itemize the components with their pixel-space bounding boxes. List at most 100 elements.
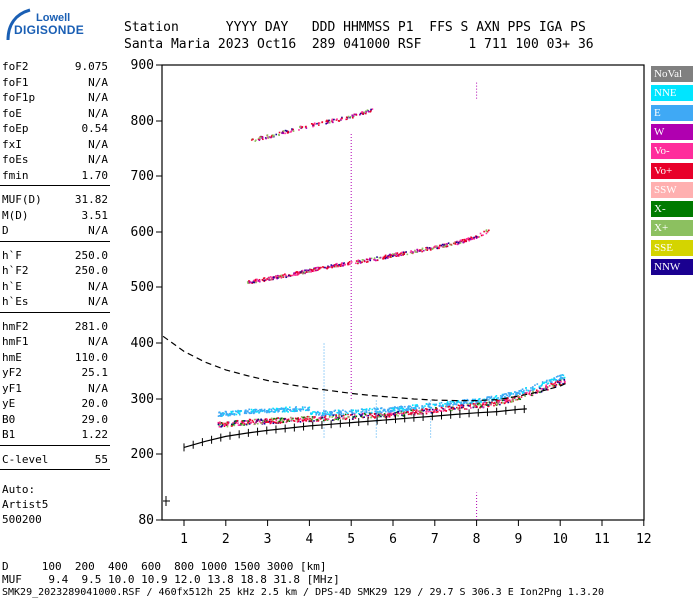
param-value: 20.0 [81, 397, 109, 410]
legend-nnw: NNW [651, 259, 693, 275]
y-tick-label-400: 400 [131, 336, 154, 351]
y-tick-label-80: 80 [138, 513, 154, 528]
param-value: N/A [88, 335, 108, 348]
param-name: fmin [2, 168, 29, 182]
param-value: N/A [88, 224, 108, 237]
x-tick-label-9: 9 [514, 532, 522, 547]
param-name: MUF(D) [2, 193, 42, 206]
param-value: N/A [88, 381, 108, 395]
param-hes: h`Es N/A [2, 295, 108, 308]
y-tick-label-600: 600 [131, 225, 154, 240]
param-name: foF2 [2, 60, 29, 73]
echo-trace-3 [250, 108, 374, 142]
echo-scatter-layer [217, 81, 566, 520]
param-foes: foEs N/A [2, 153, 108, 166]
legend-e: E [651, 104, 693, 121]
y-tick-label-200: 200 [131, 447, 154, 462]
param-yf1: yF1 N/A [2, 382, 108, 395]
x-tick-label-2: 2 [222, 532, 230, 547]
param-name: hmF2 [2, 319, 29, 333]
param-he: h`E N/A [2, 280, 108, 293]
y-tick-label-700: 700 [131, 169, 154, 184]
param-name: h`Es [2, 295, 29, 308]
legend-x: X- [651, 201, 693, 218]
legend-vo: Vo- [651, 143, 693, 160]
param-mufd: MUF(D) 31.82 [2, 193, 108, 206]
logo-digisonde: DIGISONDE [14, 23, 85, 37]
legend-sse: SSE [651, 239, 693, 256]
param-clevel: C-level 55 [2, 453, 108, 466]
autoscale-l2: Artist5 [2, 498, 49, 511]
axis-layer: 1 2 3 4 5 6 7 8 9 10 11 128020030040050060070080090… [131, 58, 652, 547]
param-fof2: foF2 9.075 [2, 60, 108, 73]
param-separator [0, 311, 110, 313]
param-hmf2: hmF2 281.0 [2, 320, 108, 333]
param-name: foE [2, 106, 22, 120]
param-value: N/A [88, 295, 108, 308]
param-separator [0, 240, 110, 242]
param-value: N/A [88, 75, 108, 89]
param-name: yF1 [2, 381, 22, 395]
x-tick-label-7: 7 [431, 532, 439, 547]
param-name: h`F2 [2, 264, 29, 277]
x-tick-label-6: 6 [389, 532, 397, 547]
param-name: M(D) [2, 208, 29, 222]
param-fof1: foF1 N/A [2, 76, 108, 89]
param-b1: B1 1.22 [2, 428, 108, 441]
muf-row: MUF 9.4 9.5 10.0 10.9 12.0 13.8 18.8 31.… [2, 573, 340, 586]
param-foep: foEp 0.54 [2, 122, 108, 135]
x-tick-label-1: 1 [180, 532, 188, 547]
param-value: 29.0 [81, 412, 109, 426]
param-name: foEs [2, 153, 29, 166]
header-row-labels: Station YYYY DAY DDD HHMMSS P1 FFS S AXN… [124, 20, 586, 35]
param-value: N/A [88, 153, 108, 166]
param-fxi: fxI N/A [2, 138, 108, 151]
x-tick-label-4: 4 [305, 532, 313, 547]
y-tick-label-900: 900 [131, 58, 154, 73]
param-value: N/A [88, 279, 108, 293]
logo-lowell: Lowell [36, 12, 71, 24]
footer-info: SMK29_2023289041000.RSF / 460fx512h 25 k… [2, 587, 605, 598]
x-tick-label-11: 11 [594, 532, 610, 547]
legend-x: X+ [651, 220, 693, 237]
param-hmf1: hmF1 N/A [2, 335, 108, 348]
param-name: h`E [2, 279, 22, 293]
param-hf2: h`F2 250.0 [2, 264, 108, 277]
param-value: 3.51 [81, 208, 109, 222]
param-value: 281.0 [74, 319, 108, 333]
y-tick-label-500: 500 [131, 280, 154, 295]
param-value: 0.54 [81, 122, 109, 135]
legend-nne: NNE [651, 85, 693, 102]
echo-trace-1 [217, 374, 566, 428]
param-value: 110.0 [74, 350, 108, 364]
param-hf: h`F 250.0 [2, 249, 108, 262]
param-name: foF1p [2, 91, 36, 104]
param-yf2: yF2 25.1 [2, 366, 108, 379]
param-name: B0 [2, 412, 16, 426]
param-name: C-level [2, 452, 49, 466]
header-row-values: Santa Maria 2023 Oct16 289 041000 RSF 1 … [124, 37, 594, 52]
param-value: 1.22 [81, 428, 109, 441]
param-name: D [2, 224, 9, 237]
param-value: 250.0 [74, 264, 108, 277]
param-md: M(D) 3.51 [2, 209, 108, 222]
param-separator [0, 444, 110, 446]
param-value: N/A [88, 137, 108, 151]
param-name: B1 [2, 428, 16, 441]
param-name: foEp [2, 122, 29, 135]
dashed-profile-line [162, 335, 569, 402]
param-value: 250.0 [74, 248, 108, 262]
autoscale-l1: Auto: [2, 483, 36, 496]
y-tick-label-300: 300 [131, 392, 154, 407]
x-tick-label-5: 5 [347, 532, 355, 547]
y-tick-label-800: 800 [131, 114, 154, 129]
param-name: hmE [2, 350, 22, 364]
x-tick-label-12: 12 [636, 532, 652, 547]
legend-w: W [651, 123, 693, 140]
legend-ssw: SSW [651, 181, 693, 198]
legend-vo: Vo+ [651, 162, 693, 179]
param-separator [0, 469, 110, 470]
param-value: N/A [88, 106, 108, 120]
param-name: foF1 [2, 75, 29, 89]
